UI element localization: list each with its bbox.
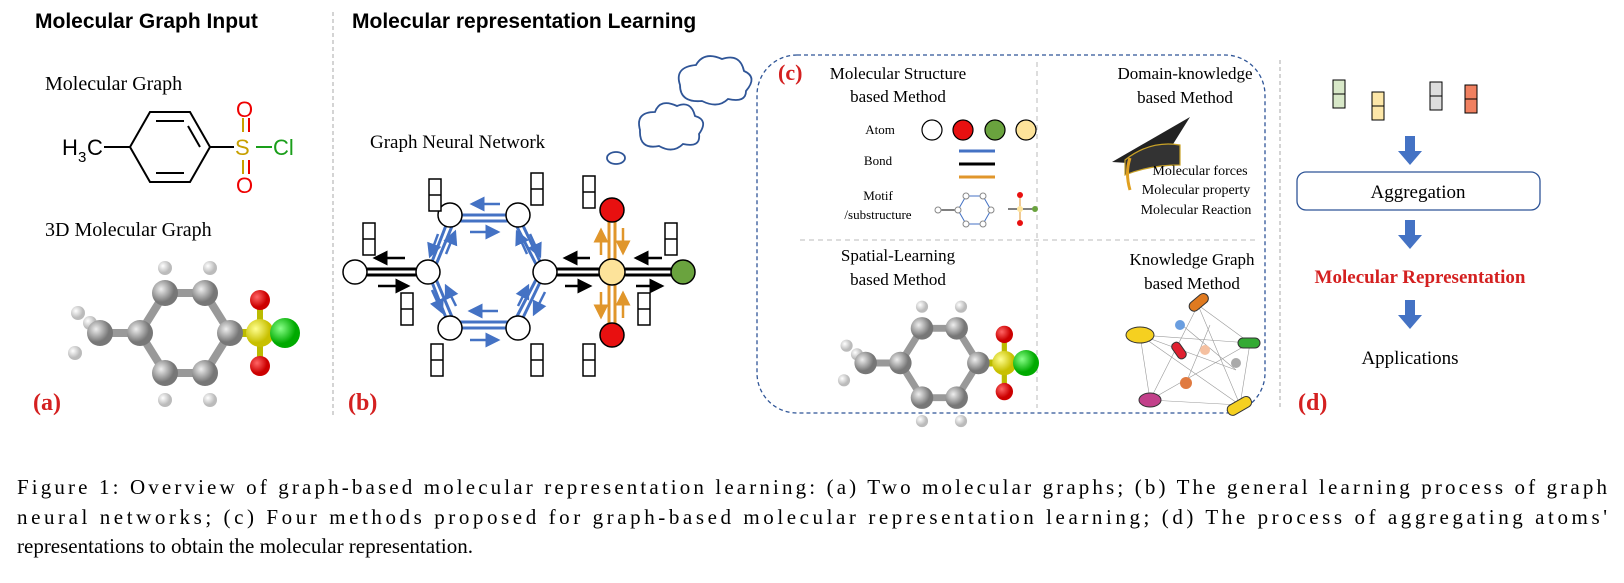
svg-text:/substructure: /substructure	[844, 207, 911, 222]
gnn-graph	[342, 172, 696, 377]
structure-method: Molecular Structure based Method	[830, 64, 966, 106]
gnn-label: Graph Neural Network	[370, 132, 546, 153]
svg-text:based Method: based Method	[1144, 274, 1240, 293]
2d-molecule-structure: H 3 C S O O Cl	[62, 97, 294, 198]
svg-text:Domain-knowledge: Domain-knowledge	[1117, 64, 1252, 83]
thought-clouds	[606, 55, 753, 165]
panel-b-title: Molecular representation Learning	[352, 10, 696, 33]
caption-line-2: neural networks; (c) Four methods propos…	[17, 505, 1607, 529]
svg-text:Motif: Motif	[863, 188, 893, 203]
domain-method: Domain-knowledge based Method	[1117, 64, 1252, 107]
caption-line-3: representations to obtain the molecular …	[17, 534, 473, 558]
kg-method: Knowledge Graph based Method	[1129, 250, 1255, 293]
domain-items: Molecular forces Molecular property Mole…	[1141, 164, 1252, 218]
svg-text:C: C	[87, 135, 103, 160]
knowledge-graph-icon	[1125, 293, 1261, 416]
aggregation-box	[1296, 171, 1541, 211]
structure-legend: Atom Bond Motif /substructure	[844, 122, 911, 222]
atom-vectors	[1332, 79, 1478, 121]
svg-text:3: 3	[78, 149, 86, 166]
caption-line-1: Figure 1: Overview of graph-based molecu…	[17, 475, 1607, 499]
panel-d-tag: (d)	[1298, 390, 1327, 416]
figure-caption: Figure 1: Overview of graph-based molecu…	[17, 475, 1607, 558]
svg-text:Molecular Structure: Molecular Structure	[830, 64, 966, 83]
svg-text:O: O	[236, 173, 253, 198]
svg-text:Cl: Cl	[273, 135, 294, 160]
panel-c-tag: (c)	[778, 60, 802, 85]
3d-molecular-graph-label: 3D Molecular Graph	[45, 219, 212, 241]
molecular-graph-label: Molecular Graph	[45, 73, 182, 95]
svg-text:Knowledge Graph: Knowledge Graph	[1129, 250, 1255, 269]
3d-molecule-model	[68, 261, 300, 407]
svg-text:based Method: based Method	[850, 270, 946, 289]
spatial-method: Spatial-Learning based Method	[841, 246, 956, 289]
svg-text:Spatial-Learning: Spatial-Learning	[841, 246, 956, 265]
flow-arrows	[1398, 136, 1422, 329]
bond-legend-icons	[959, 149, 995, 179]
applications-label: Applications	[1361, 348, 1458, 369]
svg-text:S: S	[235, 135, 250, 160]
atom-legend-icons	[921, 119, 1037, 141]
methods-box	[756, 54, 1266, 414]
panel-a-tag: (a)	[33, 390, 61, 416]
svg-text:Molecular Reaction: Molecular Reaction	[1141, 203, 1252, 218]
svg-text:Bond: Bond	[864, 153, 893, 168]
svg-text:based Method: based Method	[850, 87, 946, 106]
molecular-representation-label: Molecular Representation	[1315, 267, 1526, 288]
svg-text:Molecular forces: Molecular forces	[1152, 164, 1247, 179]
svg-text:H: H	[62, 135, 78, 160]
panel-a-title: Molecular Graph Input	[35, 10, 258, 33]
aggregation-label: Aggregation	[1371, 182, 1466, 203]
graduation-cap-icon	[1112, 117, 1190, 191]
motif-icons	[934, 192, 1038, 228]
panel-b-tag: (b)	[348, 390, 377, 416]
svg-text:Molecular property: Molecular property	[1142, 183, 1250, 198]
svg-text:Atom: Atom	[865, 122, 895, 137]
svg-text:O: O	[236, 97, 253, 122]
svg-text:based Method: based Method	[1137, 88, 1233, 107]
spatial-3d-molecule	[838, 301, 1039, 428]
